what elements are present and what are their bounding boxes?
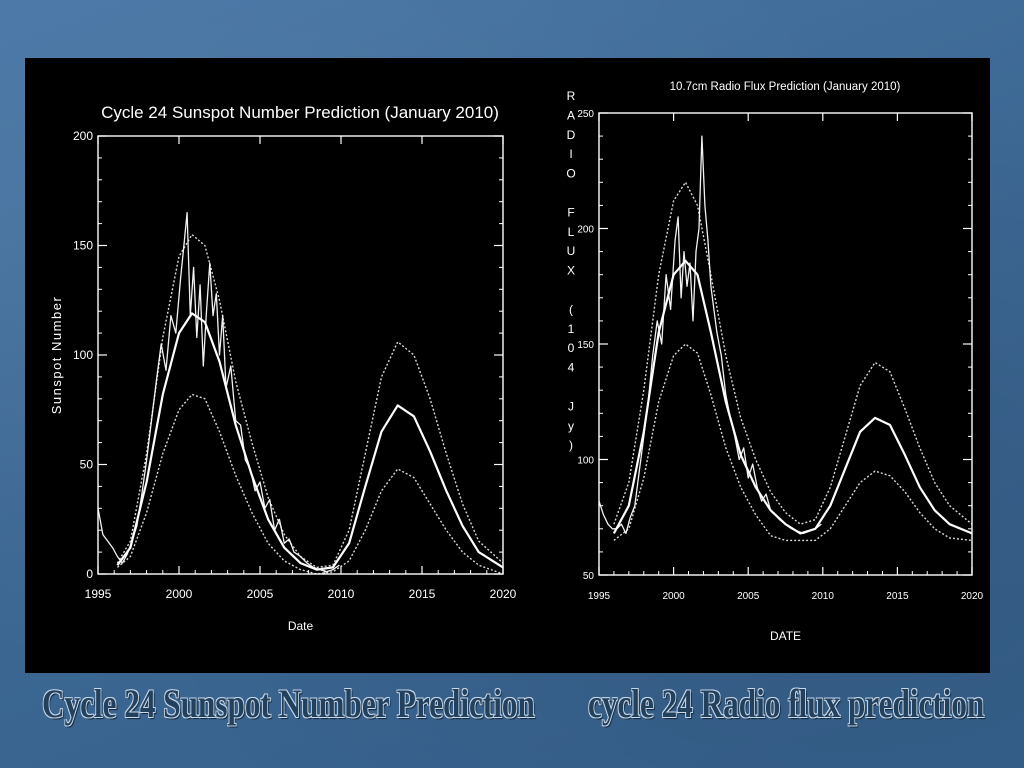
x-tick-label: 1995 [85, 587, 112, 601]
x-axis-label: Date [288, 619, 314, 633]
x-tick-label: 2015 [886, 591, 909, 602]
y-tick-label: 0 [86, 567, 93, 581]
x-tick-label: 2015 [409, 587, 436, 601]
series-line-smoothed-mean [612, 259, 973, 535]
y-tick-label: 100 [577, 456, 594, 467]
chart-title: Cycle 24 Sunspot Number Prediction (Janu… [101, 103, 499, 122]
series-line-smoothed-lower [116, 393, 504, 575]
caption-radio-flux: cycle 24 Radio flux prediction [588, 681, 985, 726]
caption-sunspot: Cycle 24 Sunspot Number Prediction [42, 681, 535, 726]
x-tick-label: 1995 [588, 591, 611, 602]
x-tick-label: 2000 [166, 587, 193, 601]
x-tick-label: 2010 [328, 587, 355, 601]
series-line-smoothed-upper [613, 181, 973, 525]
y-tick-label: 50 [583, 571, 595, 582]
x-tick-label: 2005 [247, 587, 274, 601]
y-tick-label: 150 [577, 340, 594, 351]
y-tick-label: 200 [577, 225, 594, 236]
x-tick-label: 2010 [812, 591, 835, 602]
series-line-smoothed-mean [116, 312, 504, 571]
chart-title: 10.7cm Radio Flux Prediction (January 20… [670, 81, 901, 93]
y-tick-label: 250 [577, 109, 594, 120]
x-axis-label: DATE [770, 629, 801, 643]
series-line-smoothed-upper [116, 233, 504, 569]
y-axis-label: Sunspot Number [49, 296, 64, 415]
x-tick-label: 2000 [662, 591, 685, 602]
x-tick-label: 2020 [961, 591, 984, 602]
y-tick-label: 100 [73, 348, 93, 362]
plot-frame [598, 112, 973, 576]
x-tick-label: 2005 [737, 591, 760, 602]
y-tick-label: 50 [80, 458, 94, 472]
series-line-observed-noisy [598, 135, 822, 535]
y-tick-label: 200 [73, 129, 93, 143]
charts-svg: 1995 2000 2005 2010 2015 2020 0 50 100 150 200 Cycl… [49, 81, 984, 643]
y-tick-label: 150 [73, 239, 93, 253]
charts-panel: 1995 2000 2005 2010 2015 2020 0 50 100 150 200 Cycl… [25, 58, 990, 673]
x-tick-label: 2020 [490, 587, 517, 601]
plot-frame [97, 135, 504, 575]
